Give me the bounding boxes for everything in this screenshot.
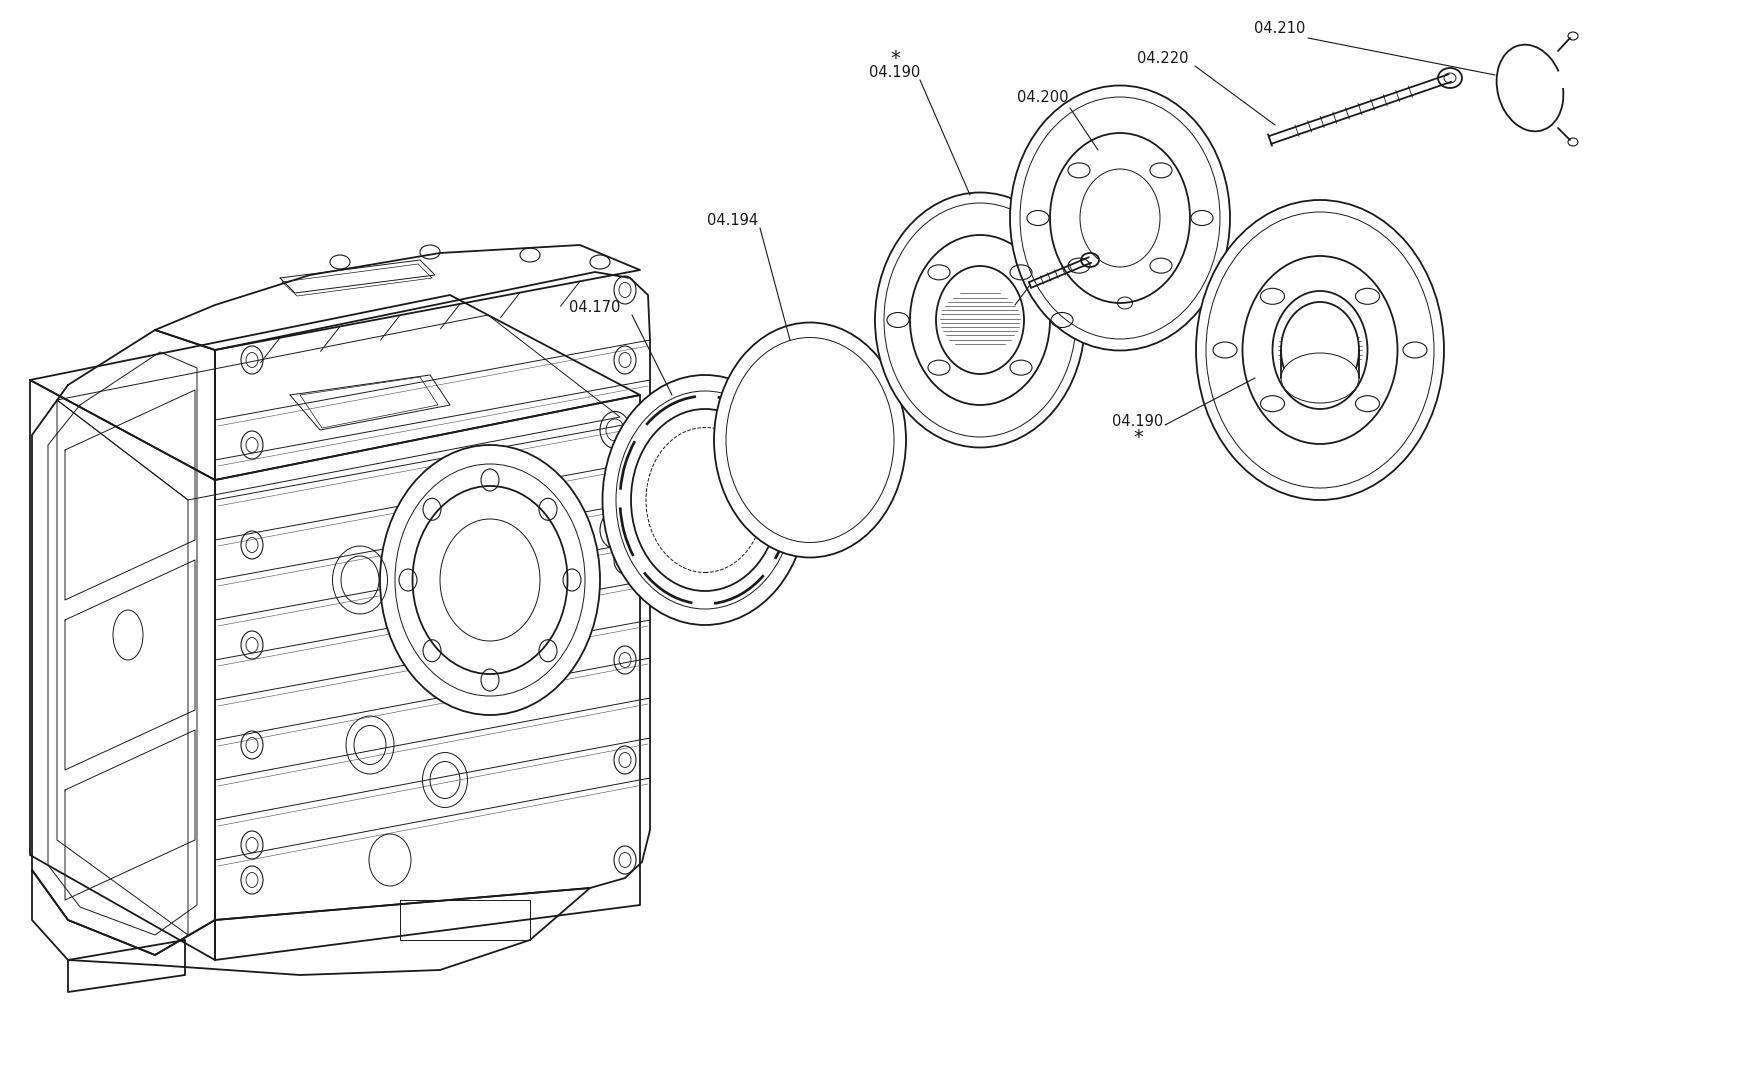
Text: 04.210: 04.210 (1254, 20, 1304, 35)
Ellipse shape (631, 409, 779, 591)
Ellipse shape (1280, 302, 1358, 398)
Ellipse shape (1242, 256, 1396, 444)
Ellipse shape (1280, 353, 1358, 403)
Text: 04.230: 04.230 (974, 303, 1024, 318)
Ellipse shape (713, 322, 906, 557)
Ellipse shape (875, 193, 1085, 447)
Text: 04.190: 04.190 (870, 64, 920, 79)
Text: 04.194: 04.194 (708, 213, 758, 228)
Ellipse shape (1049, 133, 1189, 303)
Text: 04.220: 04.220 (1137, 50, 1188, 65)
Text: *: * (995, 316, 1005, 335)
Ellipse shape (379, 445, 600, 715)
Ellipse shape (1271, 291, 1367, 409)
Text: 04.200: 04.200 (1017, 90, 1068, 105)
Ellipse shape (412, 486, 567, 674)
Ellipse shape (1195, 200, 1443, 500)
Ellipse shape (1009, 86, 1229, 351)
Text: *: * (890, 48, 899, 67)
Ellipse shape (909, 235, 1049, 406)
Text: *: * (1132, 428, 1143, 446)
Text: 04.190: 04.190 (1111, 414, 1163, 429)
Ellipse shape (602, 374, 807, 625)
Ellipse shape (936, 266, 1024, 374)
Text: 04.170: 04.170 (569, 301, 621, 316)
